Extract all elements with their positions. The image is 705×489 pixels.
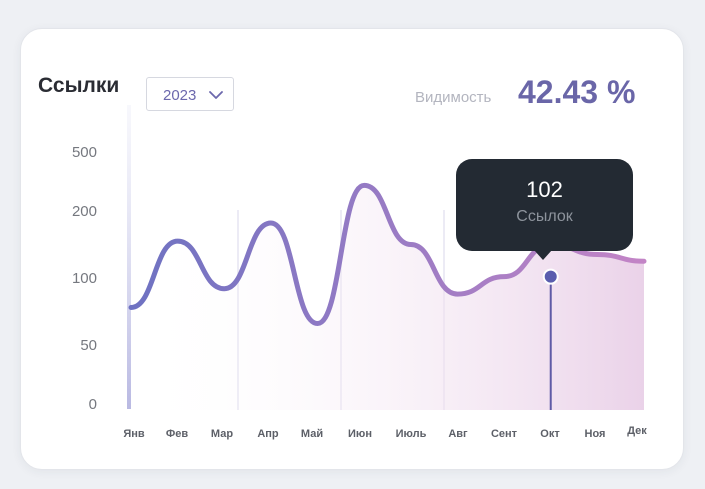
visibility-label: Видимость (415, 89, 492, 106)
area-fill (131, 185, 644, 410)
x-tick-label: Апр (257, 428, 279, 440)
x-tick-label: Окт (540, 428, 560, 440)
x-tick-label: Май (301, 428, 323, 440)
chevron-down-icon (209, 88, 223, 106)
y-tick-label: 100 (72, 270, 97, 287)
x-tick-label: Сент (491, 428, 518, 440)
x-tick-label: Янв (123, 428, 145, 440)
tooltip: 102 Ссылок (456, 159, 633, 251)
y-tick-label: 200 (72, 203, 97, 220)
year-select-value: 2023 (163, 87, 197, 104)
y-axis-bar (127, 105, 131, 409)
x-tick-label: Июль (396, 428, 427, 440)
tooltip-label: Ссылок (516, 208, 573, 225)
x-tick-label: Июн (348, 428, 372, 440)
visibility-value: 42.43 % (518, 74, 636, 110)
tooltip-value: 102 (526, 177, 563, 202)
x-tick-label: Авг (448, 428, 468, 440)
x-tick-label: Фев (166, 428, 189, 440)
x-tick-label: Дек (627, 425, 647, 437)
chart-title: Ссылки (38, 74, 120, 97)
y-tick-label: 500 (72, 144, 97, 161)
year-select[interactable]: 2023 (146, 77, 234, 111)
y-tick-label: 0 (89, 396, 97, 413)
x-tick-label: Мар (211, 428, 233, 440)
highlight-point[interactable] (542, 268, 559, 285)
y-tick-label: 50 (80, 337, 97, 354)
x-tick-label: Ноя (585, 428, 606, 440)
tooltip-arrow (534, 250, 552, 260)
